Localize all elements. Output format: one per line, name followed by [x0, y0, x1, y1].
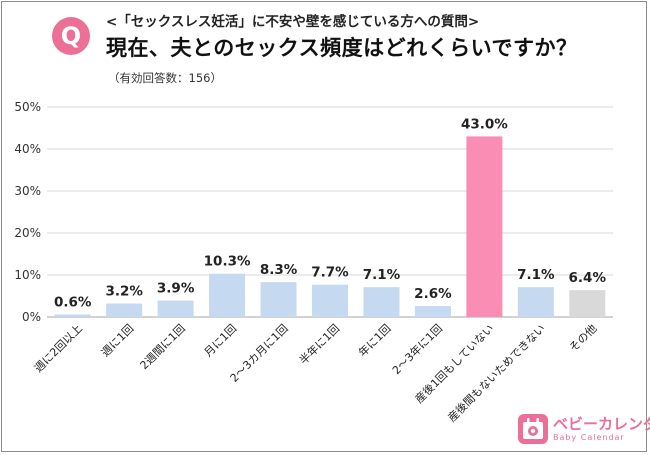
bar-value-label: 8.3% — [260, 262, 298, 278]
bar — [517, 287, 554, 317]
calendar-baby-icon — [518, 414, 548, 444]
bar-value-label: 2.6% — [414, 286, 452, 302]
y-tick-label: 0% — [22, 310, 41, 324]
y-tick-label: 20% — [14, 226, 41, 240]
brand-name-en: Baby Calendar — [553, 433, 625, 442]
chart-subtitle: <「セックスレス妊活」に不安や壁を感じている方への質問> — [106, 14, 480, 30]
chart-title: 現在、夫とのセックス頻度はどれくらいですか？ — [106, 36, 578, 60]
bar-value-label: 0.6% — [54, 294, 92, 310]
x-tick-label: 週に1回 — [99, 322, 136, 359]
y-tick-label: 10% — [14, 268, 41, 282]
x-tick-label: 2〜3年に1回 — [389, 321, 445, 377]
bar-value-label: 10.3% — [204, 254, 251, 270]
bar — [466, 136, 503, 317]
bar-value-label: 3.2% — [105, 284, 143, 300]
bar-value-label: 7.7% — [311, 265, 349, 281]
bar — [569, 290, 606, 317]
bar — [312, 284, 348, 317]
x-tick-label: 年に1回 — [355, 321, 393, 359]
x-tick-label: 2週間に1回 — [138, 322, 188, 372]
brand-name: ベビーカレンダー — [553, 415, 650, 433]
x-tick-label: 産後間もないためできない — [445, 321, 548, 424]
bar-value-label: 3.9% — [157, 281, 195, 297]
y-tick-label: 30% — [14, 184, 41, 198]
bar — [414, 306, 451, 317]
bar-value-label: 7.1% — [517, 267, 555, 283]
respondent-count: （有効回答数：156） — [108, 71, 222, 85]
y-tick-label: 50% — [14, 100, 41, 114]
question-badge: Q — [52, 17, 90, 55]
x-tick-label: 週に2回以上 — [32, 322, 85, 375]
bar-value-label: 6.4% — [569, 270, 607, 286]
bar — [54, 314, 91, 317]
y-tick-label: 40% — [14, 142, 41, 156]
bar — [209, 273, 246, 317]
bar — [157, 300, 194, 317]
bar — [260, 282, 297, 317]
x-tick-label: 半年に1回 — [296, 321, 342, 367]
bar — [106, 303, 143, 317]
bar — [363, 287, 400, 317]
x-tick-label: 月に1回 — [202, 322, 239, 359]
bar-value-label: 43.0% — [461, 116, 508, 132]
brand-logo: ベビーカレンダー Baby Calendar — [518, 414, 650, 444]
question-badge-label: Q — [60, 22, 82, 50]
bar-value-label: 7.1% — [363, 267, 401, 283]
x-tick-label: その他 — [567, 322, 600, 355]
